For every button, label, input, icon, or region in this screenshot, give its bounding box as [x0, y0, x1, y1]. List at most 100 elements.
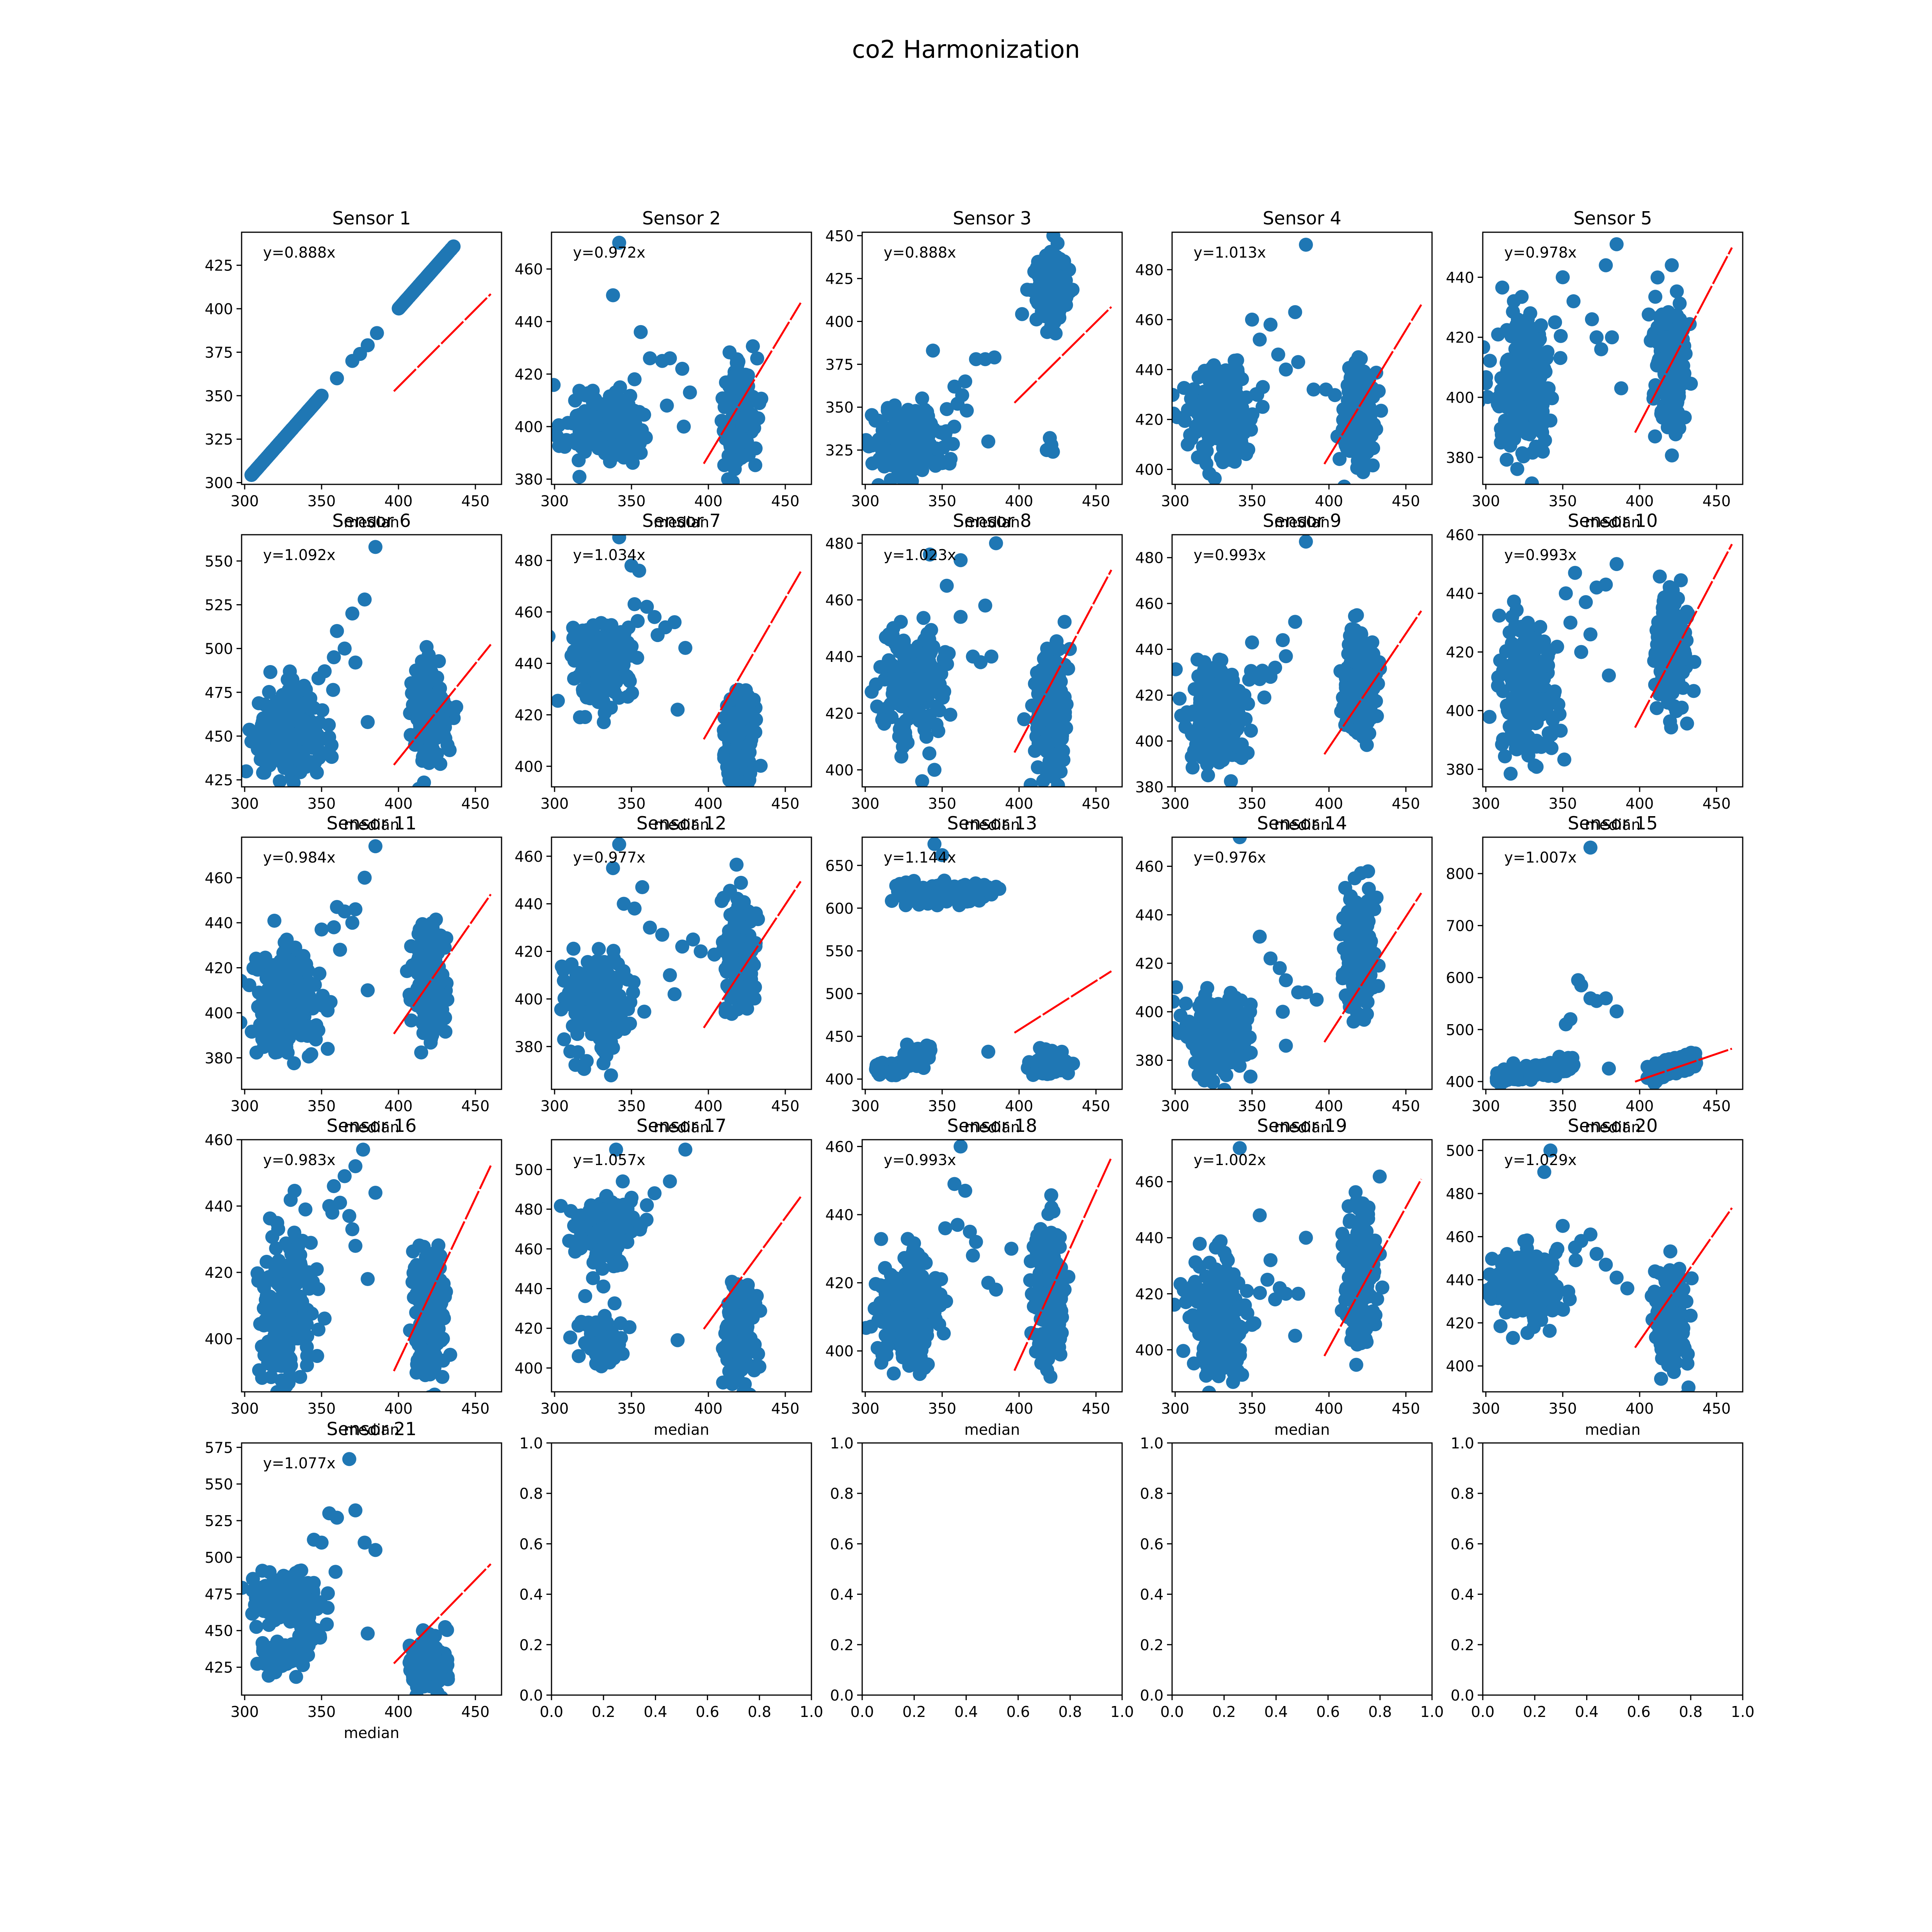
data-point [1514, 619, 1528, 634]
data-point [416, 964, 431, 979]
y-tick-label: 400 [514, 758, 543, 775]
data-point [1061, 662, 1075, 676]
y-tick-label: 400 [825, 761, 854, 779]
data-point [1602, 668, 1616, 683]
data-point [1048, 676, 1063, 690]
axes-frame [861, 231, 1123, 485]
y-tick-label: 400 [1135, 733, 1163, 750]
data-point [626, 455, 640, 470]
x-tick-label: 350 [617, 493, 646, 510]
y-tick-label: 420 [205, 960, 233, 977]
subplot-title: Sensor 4 [1263, 208, 1341, 229]
data-point [293, 683, 307, 697]
data-point [623, 389, 637, 403]
data-point [1563, 616, 1578, 630]
data-point [1235, 751, 1249, 765]
data-point [310, 765, 324, 780]
y-tick-label: 440 [1446, 585, 1474, 602]
data-point [1594, 342, 1608, 356]
data-point [1178, 414, 1192, 428]
data-point [603, 454, 617, 469]
data-point [1271, 347, 1285, 362]
data-point [936, 652, 951, 666]
data-point [1605, 330, 1619, 345]
data-point [683, 385, 697, 400]
data-point [597, 715, 611, 729]
data-point [368, 839, 382, 854]
data-point [865, 408, 879, 422]
slope-annotation: y=1.023x [884, 546, 956, 564]
fit-line [1013, 569, 1112, 753]
data-point [1483, 396, 1485, 407]
data-point [1369, 365, 1384, 380]
data-point [671, 703, 685, 717]
data-point [1566, 294, 1581, 308]
data-point [1354, 710, 1368, 724]
data-point [1201, 768, 1215, 783]
data-point [1223, 453, 1238, 467]
y-tick-label: 425 [825, 270, 854, 288]
data-point [1493, 653, 1507, 668]
y-tick-label: 400 [1446, 389, 1474, 406]
data-point [311, 671, 326, 685]
data-point [891, 462, 906, 476]
data-point [1237, 425, 1251, 440]
x-tick-label: 400 [1626, 795, 1654, 812]
x-tick-label: 300 [1472, 795, 1500, 812]
data-point [640, 600, 654, 614]
fit-line [1634, 247, 1733, 433]
fit-line [703, 571, 802, 740]
data-point [1534, 697, 1549, 712]
data-point [262, 685, 276, 699]
data-point [1230, 353, 1244, 368]
data-point [1661, 645, 1675, 660]
data-point [1348, 435, 1363, 450]
y-tick-label: 450 [205, 728, 233, 745]
x-tick-label: 300 [1161, 795, 1190, 812]
data-point [909, 431, 923, 446]
data-point [923, 547, 937, 562]
subplot-title: Sensor 9 [1263, 510, 1341, 531]
data-point [1664, 720, 1678, 735]
data-point [410, 712, 425, 726]
data-point [902, 447, 916, 462]
data-point [1057, 615, 1072, 629]
scatter-points [551, 535, 802, 787]
data-point [892, 729, 906, 744]
data-point [338, 641, 352, 656]
data-point [1197, 681, 1212, 696]
data-point [1495, 280, 1509, 295]
data-point [1648, 429, 1662, 444]
y-tick-label: 380 [1446, 449, 1474, 466]
data-point [946, 437, 960, 451]
data-point [281, 683, 296, 697]
data-point [1614, 381, 1628, 395]
scatter-points [242, 540, 492, 787]
data-point [1507, 294, 1521, 308]
data-point [918, 447, 933, 461]
y-tick-label: 420 [1446, 644, 1474, 661]
data-point [894, 717, 908, 732]
slope-annotation: y=0.978x [1504, 244, 1577, 261]
scatter-points [862, 232, 1112, 484]
data-point [742, 773, 756, 787]
data-point [1538, 433, 1552, 448]
fit-line [703, 302, 802, 464]
data-point [281, 724, 296, 738]
data-point [1365, 635, 1379, 649]
data-point [297, 409, 311, 423]
y-tick-label: 480 [825, 535, 854, 552]
data-point [419, 640, 434, 654]
data-point [1671, 591, 1685, 606]
data-point [318, 998, 333, 1013]
data-point [1653, 678, 1668, 692]
data-point [303, 735, 317, 749]
data-point [1058, 721, 1072, 735]
data-point [660, 398, 674, 413]
scatter-points [1483, 237, 1733, 484]
data-point [735, 697, 749, 711]
data-point [1255, 400, 1270, 414]
x-axis-label: median [344, 816, 399, 833]
